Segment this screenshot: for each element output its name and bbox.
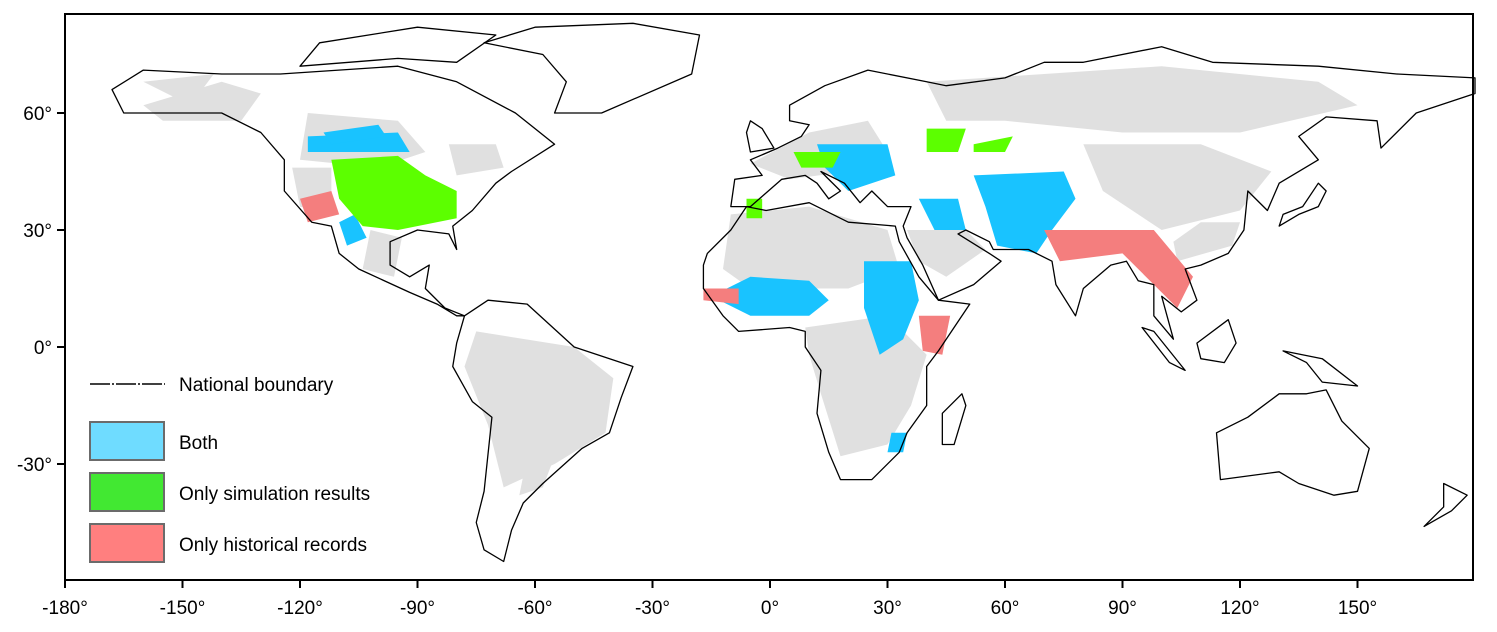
region-only-simulation [793, 152, 841, 168]
coastline-greenland [483, 22, 701, 114]
coastline-borneo [1196, 319, 1237, 364]
study-area-region [448, 144, 504, 176]
y-tick-label: 30° [23, 221, 52, 242]
y-tick-label: 0° [34, 338, 52, 359]
x-tick-label: -60° [517, 598, 552, 619]
legend-label-simulation: Only simulation results [179, 484, 370, 505]
coastline-south-america [452, 299, 634, 563]
study-area-region [1173, 222, 1240, 262]
region-only-simulation [926, 128, 966, 152]
coastline-north-america [111, 65, 556, 317]
coastline-africa [702, 202, 971, 481]
coastline-great-britain [745, 120, 775, 153]
region-both [918, 198, 966, 230]
study-area-region [805, 315, 927, 457]
region-both [339, 214, 367, 246]
continent-great-britain [746, 120, 774, 152]
region-only-historical [300, 191, 340, 223]
x-tick-label: -150° [160, 598, 206, 619]
coastline-madagascar [941, 393, 967, 446]
boundary-layer [111, 22, 1476, 563]
x-tick-label: 120° [1220, 598, 1259, 619]
study-area-region [143, 81, 261, 121]
x-axis: -180° -150° -120° -90° -60° -30° 0° 30° 60° 90° 12… [42, 580, 1377, 619]
continent-australia [1216, 389, 1370, 496]
x-tick-label: -90° [400, 598, 435, 619]
y-tick-label: 60° [23, 104, 52, 125]
continent-sumatra [1142, 327, 1186, 371]
legend-label-both: Both [179, 433, 218, 454]
continent-japan [1279, 183, 1327, 227]
category-layer [300, 124, 1193, 453]
legend-swatch-simulation [89, 472, 165, 512]
study-area-region [723, 206, 900, 289]
region-only-historical [918, 315, 951, 355]
x-tick-label: -180° [42, 598, 88, 619]
region-both [887, 432, 908, 453]
coastline-canadian-islands [299, 26, 497, 67]
x-tick-label: -120° [277, 598, 323, 619]
x-tick-label: 90° [1108, 598, 1137, 619]
region-both [864, 261, 919, 355]
legend-swatch-both [89, 421, 165, 461]
y-axis: 60° 30° 0° -30° [17, 104, 65, 476]
study-area-region [464, 331, 614, 488]
x-tick-label: 0° [761, 598, 779, 619]
region-both [323, 124, 387, 145]
region-only-simulation [973, 136, 1013, 152]
coastline-sumatra [1141, 326, 1186, 372]
legend: National boundary Both Only simulation r… [89, 375, 370, 563]
continent-madagascar [942, 393, 966, 445]
legend-boundary-label: National boundary [179, 375, 334, 396]
legend-swatch-historical [89, 523, 165, 563]
coastline-australia [1215, 389, 1370, 496]
study-area-region [143, 74, 214, 106]
coastline-new-zealand [1423, 482, 1468, 528]
x-tick-label: 150° [1338, 598, 1377, 619]
continent-borneo [1196, 319, 1237, 363]
study-area-region [926, 66, 1358, 133]
coastline-new-guinea [1282, 350, 1359, 387]
region-only-simulation [331, 155, 457, 230]
x-tick-label: -30° [635, 598, 670, 619]
study-area-region [362, 230, 402, 277]
region-only-historical [1044, 230, 1193, 308]
continent-canadian-islands [300, 27, 496, 67]
coastline-japan [1278, 182, 1327, 227]
continent-north-america [112, 66, 555, 316]
study-area-region [907, 230, 986, 277]
coastline-eurasia [730, 46, 1476, 340]
y-tick-label: -30° [17, 455, 52, 476]
x-tick-label: 60° [991, 598, 1020, 619]
study-area-region [1083, 144, 1272, 230]
continent-greenland [484, 23, 700, 113]
region-both [711, 276, 829, 316]
x-tick-label: 30° [873, 598, 902, 619]
study-area-region [519, 456, 555, 496]
legend-label-historical: Only historical records [179, 535, 367, 556]
